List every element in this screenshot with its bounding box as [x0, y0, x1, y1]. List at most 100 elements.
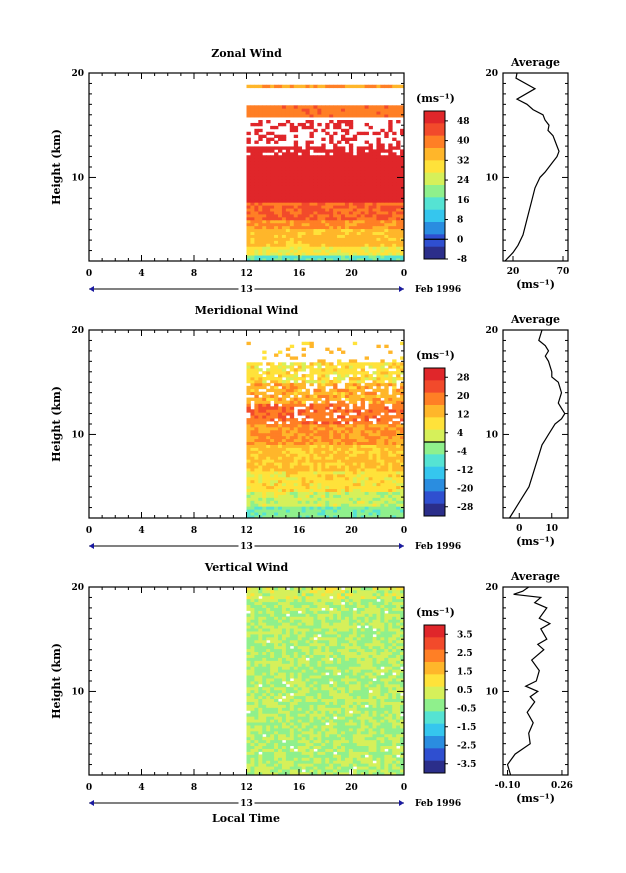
heatmap-cell — [281, 134, 287, 139]
heatmap-cell — [313, 736, 318, 741]
heatmap-cell — [364, 258, 369, 262]
heatmap-cell — [392, 751, 397, 755]
heatmap-cell — [274, 453, 279, 457]
heatmap-cell — [388, 143, 393, 147]
heatmap-cell — [262, 211, 267, 215]
heatmap-cell — [262, 763, 267, 767]
heatmap-cell — [384, 482, 389, 487]
heatmap-cell — [388, 438, 393, 443]
heatmap-cell — [392, 84, 397, 89]
heatmap-cell — [301, 228, 306, 233]
heatmap-cell — [388, 491, 393, 495]
heatmap-cell — [325, 509, 330, 513]
heatmap-cell — [274, 494, 279, 498]
heatmap-cell — [297, 167, 303, 171]
heatmap-cell — [246, 164, 251, 168]
heatmap-cell — [297, 214, 303, 218]
heatmap-cell — [301, 509, 306, 513]
heatmap-cell — [352, 450, 358, 454]
heatmap-cell — [372, 169, 377, 174]
heatmap-cell — [325, 716, 330, 720]
heatmap-cell — [400, 482, 405, 487]
heatmap-cell — [372, 465, 377, 469]
heatmap-cell — [400, 456, 405, 460]
heatmap-cell — [364, 441, 369, 445]
heatmap-cell — [246, 187, 251, 191]
heatmap-cell — [301, 374, 306, 378]
heatmap-cell — [250, 725, 255, 729]
heatmap-cell — [368, 143, 373, 147]
heatmap-cell — [348, 228, 354, 233]
heatmap-cell — [278, 739, 283, 744]
heatmap-cell — [376, 394, 381, 398]
heatmap-cell — [246, 722, 251, 726]
heatmap-cell — [384, 240, 389, 244]
heatmap-cell — [281, 400, 287, 404]
heatmap-cell — [341, 426, 346, 431]
heatmap-cell — [360, 237, 366, 241]
heatmap-cell — [274, 382, 279, 387]
heatmap-cell — [321, 424, 326, 428]
heatmap-cell — [258, 503, 263, 507]
heatmap-cell — [396, 143, 401, 147]
heatmap-cell — [372, 512, 377, 516]
heatmap-cell — [266, 178, 271, 183]
heatmap-cell — [368, 255, 373, 259]
heatmap-cell — [329, 120, 334, 124]
heatmap-cell — [376, 739, 381, 744]
heatmap-cell — [352, 371, 358, 375]
heatmap-cell — [344, 450, 350, 454]
heatmap-cell — [384, 184, 389, 188]
heatmap-cell — [266, 438, 271, 443]
heatmap-cell — [384, 412, 389, 416]
heatmap-cell — [281, 196, 287, 200]
heatmap-cell — [388, 216, 393, 221]
heatmap-cell — [392, 249, 397, 253]
heatmap-cell — [278, 769, 283, 773]
heatmap-cell — [376, 468, 381, 472]
heatmap-cell — [250, 368, 255, 372]
heatmap-cell — [262, 509, 267, 513]
heatmap-cell — [301, 155, 306, 159]
heatmap-cell — [392, 415, 397, 419]
x-tick-label: 20 — [345, 526, 358, 536]
heatmap-cell — [344, 736, 350, 741]
heatmap-cell — [266, 468, 271, 472]
heatmap-cell — [309, 131, 314, 136]
heatmap-cell — [317, 394, 322, 398]
heatmap-cell — [376, 725, 381, 729]
heatmap-cell — [293, 158, 299, 162]
heatmap-cell — [246, 379, 251, 384]
heatmap-cell — [352, 409, 358, 413]
heatmap-cell — [348, 468, 354, 472]
heatmap-cell — [380, 435, 385, 440]
heatmap-cell — [380, 757, 385, 761]
heatmap-cell — [333, 485, 338, 490]
heatmap-cell — [356, 225, 362, 230]
heatmap-cell — [388, 379, 393, 384]
heatmap-cell — [289, 494, 295, 498]
heatmap-cell — [325, 763, 330, 767]
heatmap-cell — [333, 172, 338, 177]
heatmap-cell — [254, 178, 259, 183]
heatmap-cell — [325, 482, 330, 487]
heatmap-cell — [356, 725, 362, 729]
heatmap-cell — [274, 243, 279, 247]
heatmap-cell — [262, 444, 267, 448]
heatmap-cell — [317, 488, 322, 492]
heatmap-cell — [352, 368, 358, 372]
heatmap-cell — [356, 406, 362, 410]
heatmap-cell — [400, 382, 405, 387]
heatmap-cell — [246, 391, 251, 396]
heatmap-cell — [352, 105, 358, 109]
heatmap-cell — [301, 403, 306, 407]
heatmap-cell — [305, 494, 310, 498]
heatmap-cell — [278, 388, 283, 393]
heatmap-cell — [325, 377, 330, 381]
heatmap-cell — [352, 459, 358, 463]
heatmap-cell — [270, 441, 275, 445]
heatmap-cell — [297, 760, 303, 764]
heatmap-cell — [333, 497, 338, 501]
heatmap-cell — [384, 246, 389, 250]
heatmap-cell — [309, 134, 314, 139]
